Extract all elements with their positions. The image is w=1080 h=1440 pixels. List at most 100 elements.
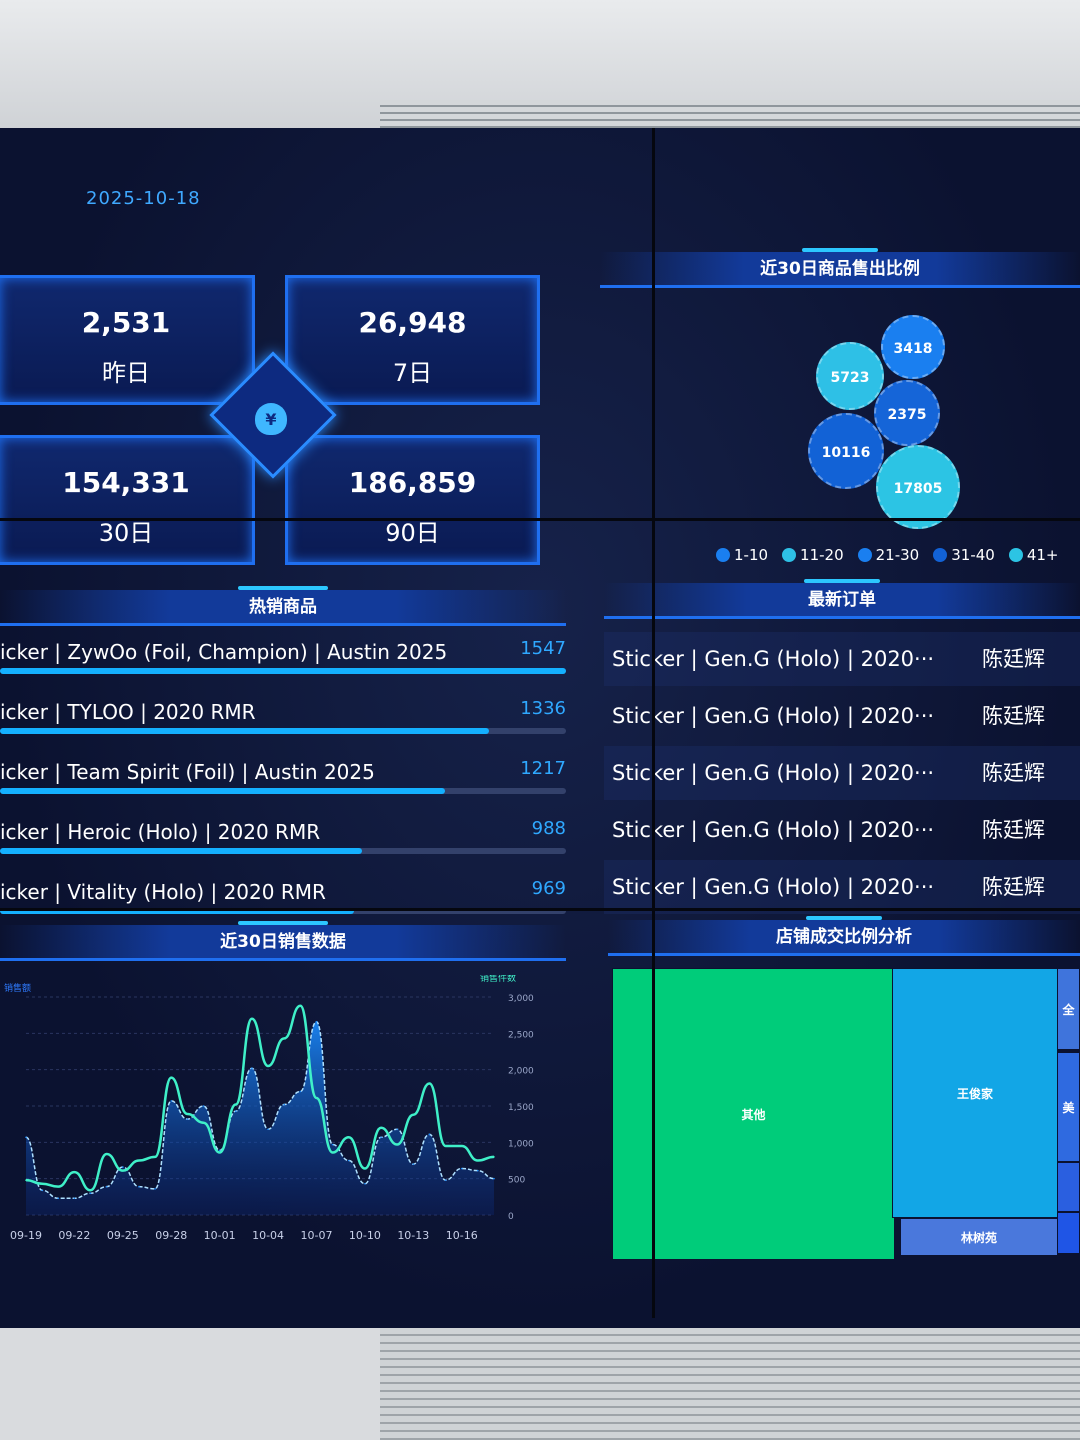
- order-row[interactable]: Sticker | Gen.G (Holo) | 2020··· 陈廷辉: [604, 632, 1080, 686]
- order-product: Sticker | Gen.G (Holo) | 2020···: [612, 647, 935, 671]
- data-point: [57, 1197, 60, 1200]
- bubble-legend: 1-10 11-20 21-30 31-40 41+: [716, 546, 1058, 564]
- kpi-label: 昨日: [102, 359, 150, 387]
- data-point: [186, 1118, 189, 1120]
- treemap-cell[interactable]: [1057, 1212, 1080, 1254]
- data-point: [331, 1143, 334, 1146]
- legend-item[interactable]: 41+: [1008, 546, 1058, 564]
- data-point: [267, 1128, 269, 1131]
- hot-product-item[interactable]: icker | Team Spirit (Foil) | Austin 2025…: [0, 758, 566, 796]
- treemap-cell[interactable]: 其他: [612, 968, 895, 1260]
- y-tick-label: 1,500: [508, 1103, 534, 1113]
- data-point: [477, 1169, 479, 1172]
- sales-count: 1547: [520, 638, 566, 659]
- order-user: 陈廷辉: [982, 704, 1045, 728]
- hot-product-item[interactable]: icker | ZywOo (Foil, Champion) | Austin …: [0, 638, 566, 676]
- data-point: [154, 1188, 156, 1190]
- bubble-1-10[interactable]: 3418: [881, 315, 945, 379]
- screen-bezel: [0, 908, 1080, 911]
- y-tick-label: 2,000: [508, 1067, 534, 1077]
- order-user: 陈廷辉: [982, 875, 1045, 899]
- kpi-value: 26,948: [358, 306, 467, 339]
- data-point: [428, 1133, 431, 1136]
- hot-product-item[interactable]: icker | Vitality (Holo) | 2020 RMR 969: [0, 878, 566, 916]
- progress-fill: [0, 848, 362, 854]
- order-product: Sticker | Gen.G (Holo) | 2020···: [612, 875, 935, 899]
- hot-product-item[interactable]: icker | Heroic (Holo) | 2020 RMR 988: [0, 818, 566, 856]
- orders-title: 最新订单: [604, 579, 1080, 619]
- progress-track: [0, 728, 566, 734]
- treemap-cell[interactable]: [1057, 1162, 1080, 1212]
- data-point: [299, 1090, 302, 1093]
- data-point: [412, 1163, 415, 1165]
- treemap-cell[interactable]: 全: [1057, 968, 1080, 1050]
- data-point: [234, 1103, 237, 1106]
- kpi-value: 154,331: [62, 466, 190, 499]
- progress-fill: [0, 908, 355, 914]
- kpi-30-days: 154,331 30日: [0, 435, 255, 565]
- legend-dot-icon: [782, 548, 797, 562]
- bubble-41+[interactable]: 17805: [876, 445, 960, 529]
- bubble-21-30[interactable]: 2375: [874, 380, 940, 446]
- product-name: icker | Team Spirit (Foil) | Austin 2025: [0, 760, 375, 784]
- data-point: [202, 1105, 205, 1107]
- legend-label: 11-20: [800, 546, 844, 564]
- order-user: 陈廷辉: [982, 818, 1045, 842]
- bubble-11-20[interactable]: 5723: [816, 342, 884, 410]
- data-point: [138, 1159, 140, 1162]
- data-point: [315, 1020, 318, 1023]
- order-row[interactable]: Sticker | Gen.G (Holo) | 2020··· 陈廷辉: [604, 860, 1080, 914]
- data-point: [493, 1177, 495, 1180]
- progress-track: [0, 848, 566, 854]
- legend-item[interactable]: 1-10: [716, 546, 768, 564]
- legend-item[interactable]: 21-30: [857, 546, 919, 564]
- legend-dot-icon: [933, 548, 948, 562]
- order-user: 陈廷辉: [982, 647, 1045, 671]
- order-row[interactable]: Sticker | Gen.G (Holo) | 2020··· 陈廷辉: [604, 689, 1080, 743]
- data-point: [396, 1128, 398, 1131]
- screen-bezel: [652, 128, 655, 1318]
- x-tick-label: 10-13: [397, 1229, 429, 1242]
- x-tick-label: 10-07: [300, 1229, 332, 1242]
- sales-line-chart: 0 500 1,000 1,500 2,000 2,500 3,000 销售额 销售件数 09-1…: [4, 975, 534, 1242]
- order-product: Sticker | Gen.G (Holo) | 2020···: [612, 818, 935, 842]
- data-point: [267, 1065, 269, 1067]
- y-tick-label: 500: [508, 1176, 525, 1186]
- progress-fill: [0, 728, 490, 734]
- y-tick-label: 3,000: [508, 994, 534, 1004]
- data-point: [73, 1197, 76, 1200]
- data-point: [25, 1136, 27, 1139]
- product-name: icker | Vitality (Holo) | 2020 RMR: [0, 880, 326, 904]
- current-date: 2025-10-18: [86, 188, 201, 209]
- treemap-cell[interactable]: 美: [1057, 1052, 1080, 1162]
- order-product: Sticker | Gen.G (Holo) | 2020···: [612, 761, 935, 785]
- kpi-label: 7日: [392, 359, 433, 387]
- screen-bezel: [0, 518, 1080, 521]
- data-point: [73, 1171, 76, 1173]
- treemap-cell[interactable]: 林树苑: [900, 1218, 1058, 1256]
- legend-label: 31-40: [951, 546, 995, 564]
- x-tick-label: 09-19: [10, 1229, 42, 1242]
- order-row[interactable]: Sticker | Gen.G (Holo) | 2020··· 陈廷辉: [604, 803, 1080, 857]
- bubble-31-40[interactable]: 10116: [808, 413, 884, 489]
- x-tick-label: 09-28: [155, 1229, 187, 1242]
- progress-fill: [0, 788, 446, 794]
- kpi-label: 30日: [98, 519, 154, 547]
- data-point: [380, 1136, 382, 1139]
- data-point: [460, 1145, 463, 1147]
- legend-item[interactable]: 11-20: [782, 546, 844, 564]
- data-point: [364, 1167, 366, 1170]
- data-point: [444, 1145, 447, 1147]
- sales-count: 1336: [520, 698, 566, 719]
- progress-track: [0, 788, 566, 794]
- progress-track: [0, 668, 566, 674]
- data-point: [186, 1113, 189, 1115]
- data-point: [364, 1182, 366, 1185]
- legend-item[interactable]: 31-40: [933, 546, 995, 564]
- sales-chart-title: 近30日销售数据: [0, 921, 566, 961]
- treemap-cell[interactable]: 王俊家: [892, 968, 1058, 1218]
- product-name: icker | TYLOO | 2020 RMR: [0, 700, 256, 724]
- hot-product-item[interactable]: icker | TYLOO | 2020 RMR 1336: [0, 698, 566, 736]
- order-row[interactable]: Sticker | Gen.G (Holo) | 2020··· 陈廷辉: [604, 746, 1080, 800]
- data-point: [41, 1182, 43, 1185]
